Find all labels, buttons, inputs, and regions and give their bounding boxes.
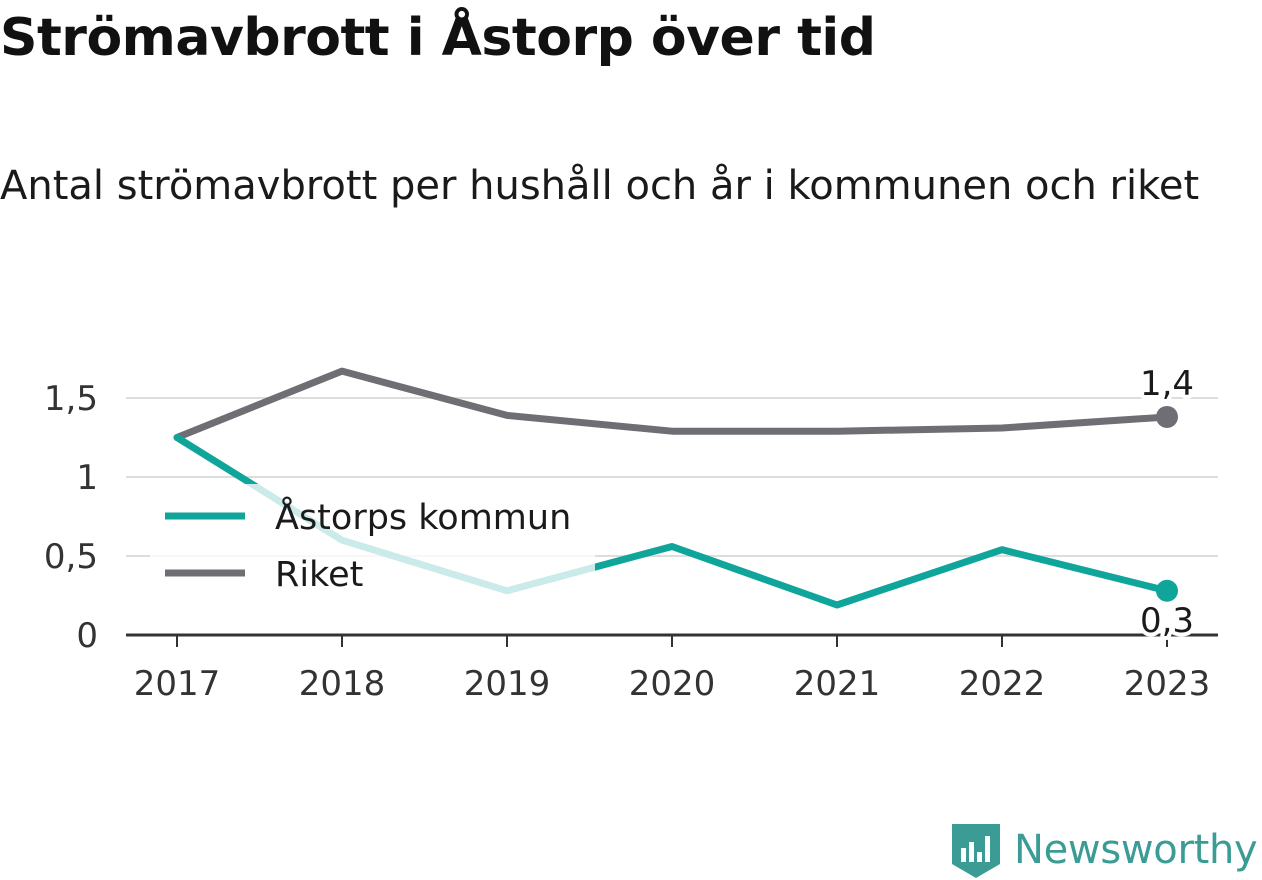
x-tick-label: 2019 — [464, 664, 551, 704]
x-tick-label: 2018 — [299, 664, 386, 704]
legend-label: Åstorps kommun — [275, 495, 571, 538]
x-tick-label: 2023 — [1124, 664, 1211, 704]
end-value-label: 0,3 — [1140, 601, 1194, 641]
newsworthy-logo-text: Newsworthy — [1014, 827, 1258, 873]
x-tick-label: 2022 — [959, 664, 1046, 704]
series-line-riket — [173, 367, 1171, 441]
x-tick-label: 2017 — [134, 664, 221, 704]
newsworthy-logo-icon — [952, 824, 1000, 878]
end-value-label: 1,4 — [1140, 364, 1194, 404]
legend-background — [150, 484, 595, 602]
y-tick-label: 0 — [76, 616, 98, 656]
chart-title: Strömavbrott i Åstorp över tid — [0, 8, 876, 68]
legend-label: Riket — [275, 555, 363, 595]
y-tick-label: 0,5 — [44, 537, 98, 577]
y-tick-label: 1,5 — [44, 379, 98, 419]
end-point-marker — [1156, 579, 1178, 602]
x-tick-label: 2021 — [794, 664, 881, 704]
end-point-marker — [1156, 405, 1178, 428]
y-tick-label: 1 — [76, 458, 98, 498]
x-tick-label: 2020 — [629, 664, 716, 704]
chart-subtitle: Antal strömavbrott per hushåll och år i … — [0, 163, 1200, 209]
newsworthy-logo: Newsworthy — [950, 820, 1258, 880]
